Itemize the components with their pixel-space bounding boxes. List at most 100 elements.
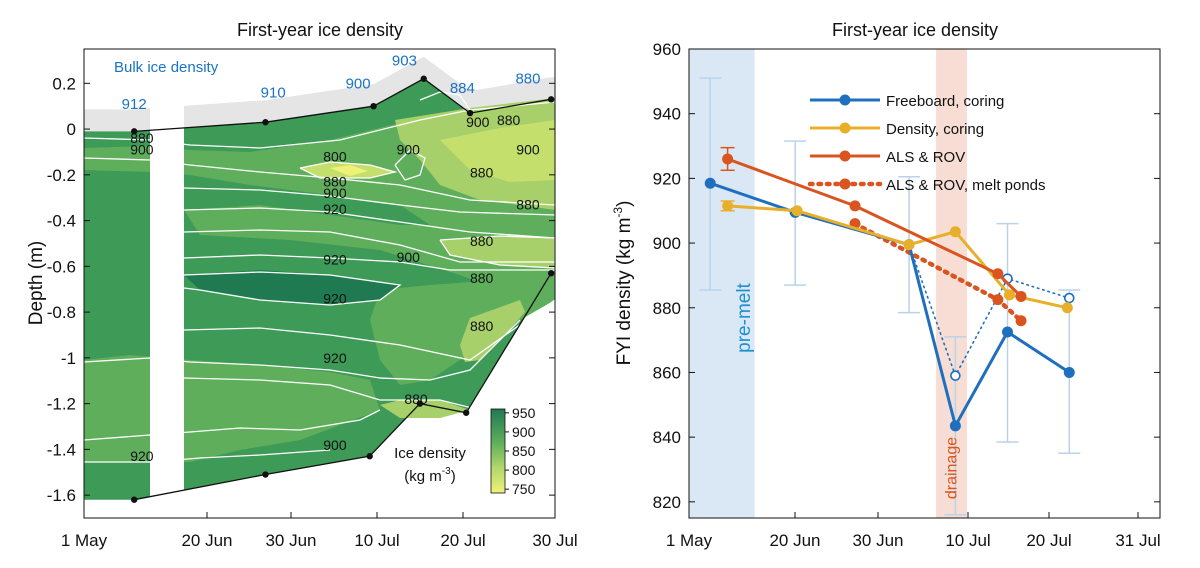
left-x-axis: 1 May 20 Jun 30 Jun 10 Jul 20 Jul 30 Jul [61,512,578,550]
bulk-density-value: 884 [450,80,475,97]
contour-line [183,229,555,263]
x-tick-label: 20 Jul [440,531,485,550]
series-line [709,181,1071,428]
left-title: First-year ice density [237,20,403,40]
right-y-axis: 820 840 860 880 900 920 940 960 [653,40,1160,512]
contour-line [183,271,402,306]
y-tick-label: -1 [61,349,76,368]
right-axes-frame [688,48,1161,519]
legend-label: ALS & ROV [886,149,965,166]
legend-marker [839,178,851,190]
y-tick-label: -0.8 [47,303,76,322]
bulk-density-value: 903 [392,52,417,69]
contour-label: 900 [466,114,490,130]
bottom-point [463,409,470,416]
shaded-period [689,49,755,518]
bulk-density-value: 880 [515,71,540,88]
contour-line [419,91,471,111]
y-tick-label: -0.6 [47,257,76,276]
data-gap [150,49,184,518]
left-axes-frame [83,48,556,519]
series-point [1015,290,1027,302]
colorbar-label-line2: (kg m-3) [404,466,455,485]
contour-label: 920 [323,251,347,267]
y-tick-label: -1.2 [47,395,76,414]
right-panel: First-year ice density pre-melt drainage… [611,20,1161,550]
y-tick-label: 900 [653,234,681,253]
contour-label: 900 [397,142,421,158]
density-patch [184,205,555,300]
y-tick-label: -0.4 [47,212,76,231]
pre-melt-label: pre-melt [734,282,755,352]
series-point [1061,302,1073,314]
surface-point [262,119,269,126]
contour-label: 880 [130,130,154,146]
contour-label: 880 [470,233,494,249]
y-tick-label: 0.2 [52,74,76,93]
contour-label: 880 [470,270,494,286]
y-tick-label: 0 [67,120,76,139]
series-point [992,268,1004,280]
series-lines [704,153,1075,432]
surface-point [547,96,555,103]
melt-pond-freeboard-point [1063,292,1075,304]
series-point [1002,326,1014,338]
contour-label: 880 [497,112,521,128]
colorbar-gradient [490,408,506,494]
bottom-point [547,270,555,277]
series-point [949,420,961,432]
shaded-periods [689,49,967,518]
series-point [849,200,861,212]
right-y-label: FYI density (kg m-3) [611,201,635,366]
contour-label: 900 [397,249,421,265]
y-tick-label: -0.2 [47,166,76,185]
contour-label: 880 [404,391,428,407]
series-point [722,153,734,165]
contour-label: 800 [323,149,347,165]
contour-label: 900 [323,437,347,453]
x-tick-label: 20 Jun [769,531,820,550]
contour-label: 880 [323,174,347,190]
contour-line [183,207,555,239]
contour-label: 920 [323,350,347,366]
contour-label: 920 [323,290,347,306]
y-tick-label: 840 [653,428,681,447]
ice-surface-line [134,77,552,133]
surface-point [466,109,474,117]
legend-label: ALS & ROV, melt ponds [886,177,1046,194]
bulk-density-values: 912 910 900 903 884 880 [122,52,541,112]
x-tick-label: 31 Jul [1115,531,1160,550]
contour-label: 900 [130,142,154,158]
contour-label: 920 [323,201,347,217]
density-patch [330,165,368,176]
bottom-point [130,496,138,503]
legend: Freeboard, coring Density, coring ALS & RO… [807,93,1046,194]
contour-line [439,235,555,269]
measurement-points [130,75,555,503]
density-patch [460,300,525,362]
left-y-axis: 0.2 0 -0.2 -0.4 -0.6 -0.8 -1 -1.2 -1.4 -1.6 [47,74,555,505]
bottom-point [416,400,424,407]
y-tick-label: -1.6 [47,486,76,505]
contour-label: 920 [130,448,154,464]
als-melt-ponds-point [1015,315,1027,327]
als-melt-ponds-point [992,294,1004,306]
surface-point [370,102,377,110]
x-tick-label: 30 Jun [852,531,903,550]
contour-line [84,449,331,463]
shaded-period [936,49,967,518]
contour-line [394,149,426,181]
bottom-point [366,453,373,460]
drainage-label: drainage [944,437,961,499]
y-tick-label: 860 [653,363,681,382]
x-tick-label: 30 Jun [265,531,316,550]
contour-line [299,161,398,179]
colorbar: 950 900 850 800 750 Ice density (kg m-3) [394,405,535,497]
legend-marker [839,94,851,106]
right-title: First-year ice density [832,20,998,40]
x-tick-label: 20 Jul [1026,531,1071,550]
surface-point [420,75,427,82]
colorbar-tick-label: 800 [512,462,536,478]
